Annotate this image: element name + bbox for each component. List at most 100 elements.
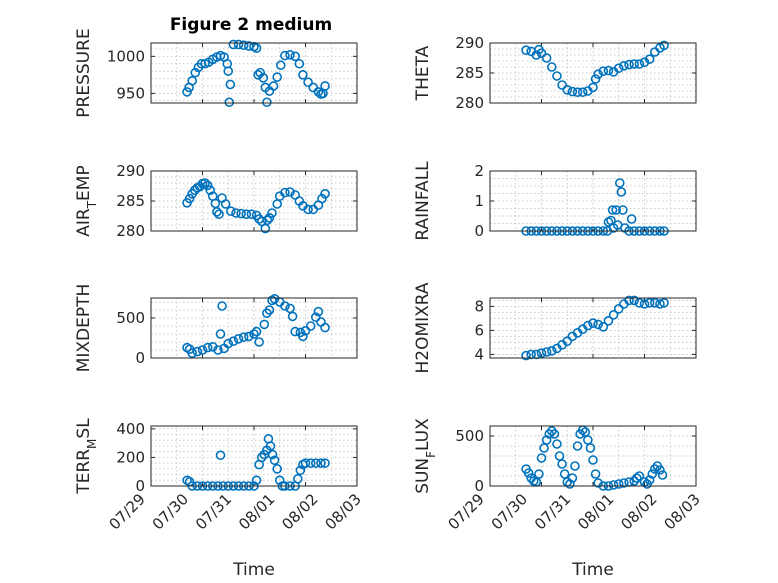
- data-point: [521, 350, 531, 361]
- data-point: [659, 297, 669, 308]
- data-point: [546, 62, 557, 72]
- x-tick-label: 08/03: [661, 490, 704, 533]
- data-point: [200, 178, 210, 188]
- data-point: [285, 187, 295, 197]
- data-point: [639, 299, 650, 309]
- data-point: [223, 338, 234, 349]
- data-point: [598, 321, 609, 332]
- y-tick-label: 1000: [107, 47, 145, 65]
- data-point: [552, 439, 562, 449]
- data-point: [226, 206, 236, 216]
- data-point: [562, 85, 573, 95]
- data-point: [290, 51, 301, 62]
- data-point: [254, 337, 264, 347]
- data-point: [317, 193, 327, 204]
- data-point: [280, 187, 290, 198]
- data-point: [215, 450, 226, 461]
- data-point: [264, 213, 275, 223]
- axes-border: [150, 42, 358, 104]
- axes-border: [489, 425, 697, 487]
- data-point: [570, 461, 580, 471]
- data-point: [244, 331, 254, 342]
- data-point: [262, 97, 272, 108]
- data-point: [260, 223, 271, 234]
- data-point: [603, 315, 614, 326]
- data-point: [238, 40, 249, 51]
- data-point: [588, 82, 598, 93]
- y-tick-label: 400: [116, 420, 145, 438]
- data-point: [541, 347, 552, 357]
- data-point: [305, 321, 316, 331]
- data-point: [613, 303, 624, 314]
- data-point: [619, 478, 629, 488]
- data-point: [262, 215, 273, 225]
- subplot-terr-msl: 0 200 400 07/29 07/30 07/31 08/01 08/02 08/03 Tim…: [74, 418, 365, 580]
- data-point: [616, 187, 627, 197]
- data-point: [300, 458, 311, 468]
- data-point: [310, 312, 321, 323]
- data-point: [253, 70, 263, 80]
- data-point: [634, 59, 645, 69]
- data-point: [313, 87, 324, 97]
- data-point: [657, 470, 668, 480]
- data-point: [557, 459, 567, 469]
- subplot-air-temp: 280 285 290 AIRTEMP: [74, 162, 358, 240]
- y-tick-label: 280: [455, 94, 484, 112]
- data-point: [639, 57, 650, 68]
- x-axis-label: Time: [232, 560, 275, 580]
- data-point: [608, 480, 619, 490]
- data-series: [521, 40, 669, 97]
- data-point: [572, 441, 583, 451]
- y-tick-label: 8: [474, 297, 484, 315]
- data-point: [618, 205, 628, 215]
- data-point: [274, 475, 285, 486]
- data-point: [577, 87, 588, 97]
- data-point: [205, 185, 216, 195]
- data-point: [541, 435, 552, 445]
- data-point: [624, 59, 634, 70]
- x-tick-label: 07/30: [149, 490, 192, 533]
- data-point: [534, 469, 544, 479]
- data-point: [272, 72, 282, 82]
- data-point: [197, 345, 208, 355]
- axes-background: [489, 42, 697, 104]
- data-point: [523, 468, 534, 478]
- data-point: [258, 73, 269, 83]
- data-point: [557, 80, 567, 90]
- axes-border: [150, 170, 358, 232]
- data-point: [567, 86, 578, 97]
- data-point: [264, 305, 275, 315]
- data-point: [647, 469, 658, 479]
- data-point: [228, 336, 239, 347]
- data-point: [644, 297, 655, 308]
- data-point: [549, 429, 560, 439]
- data-point: [614, 178, 625, 188]
- x-tick-label: 07/29: [445, 490, 488, 533]
- y-axis-label: AIRTEMP: [74, 165, 99, 236]
- data-point: [593, 319, 603, 330]
- data-point: [231, 208, 241, 218]
- data-point: [536, 48, 547, 59]
- data-point: [629, 295, 640, 306]
- data-point: [629, 59, 640, 69]
- data-point: [634, 471, 645, 481]
- data-point: [531, 50, 542, 60]
- data-point: [256, 216, 267, 227]
- x-tick-label: 07/29: [106, 490, 149, 533]
- data-point: [593, 69, 603, 79]
- x-tick-label: 08/01: [574, 490, 617, 533]
- data-point: [320, 81, 330, 91]
- data-point: [303, 204, 313, 215]
- y-axis-label: RAINFALL: [413, 161, 433, 241]
- data-point: [215, 329, 226, 339]
- y-tick-label: 0: [474, 477, 484, 495]
- data-point: [280, 50, 290, 61]
- data-point: [241, 209, 252, 219]
- data-point: [294, 58, 305, 69]
- y-tick-label: 6: [474, 321, 484, 339]
- data-point: [619, 61, 629, 71]
- data-point: [292, 474, 303, 484]
- data-point: [267, 208, 277, 218]
- data-point: [202, 342, 213, 353]
